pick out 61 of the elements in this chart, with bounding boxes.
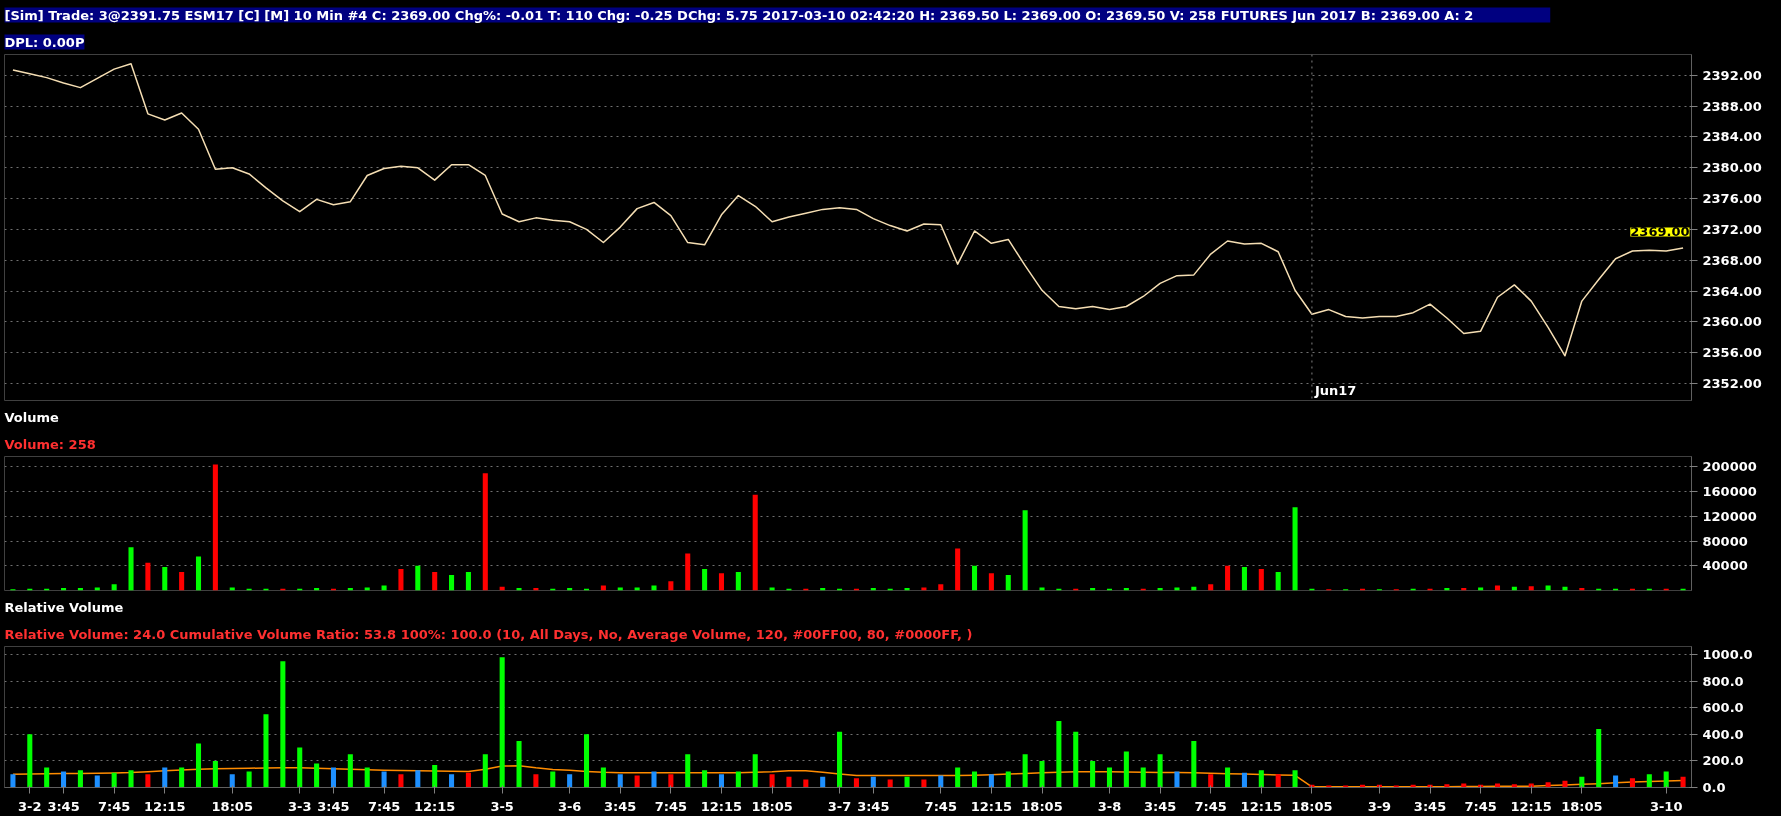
y-tick-label: 2352.00: [1702, 376, 1762, 392]
x-tick-label: 3-8: [1097, 798, 1122, 814]
x-tick-label: 18:05: [1021, 798, 1063, 814]
x-tick-label: 18:05: [751, 798, 793, 814]
x-tick-label: 7:45: [1194, 798, 1227, 814]
y-tick-label: 400.0: [1702, 726, 1744, 742]
chart-title: Relative Volume: [4, 599, 124, 615]
x-tick-label: 18:05: [211, 798, 253, 814]
chart-subtitle: Relative Volume: 24.0 Cumulative Volume Ratio: 53.8 100%: 100.0 (10, All Days, No, Average Volume, 120, #00FF00, 80, #0000FF, ): [4, 626, 973, 642]
x-tick-label: 12:15: [1240, 798, 1283, 814]
x-tick-label: 3:45: [857, 798, 890, 814]
y-tick-label: 80000: [1702, 533, 1748, 549]
annotation: Jun17: [1313, 382, 1357, 398]
x-tick-label: 3-10: [1649, 798, 1683, 814]
x-tick-label: 12:15: [1510, 798, 1552, 814]
x-tick-label: 7:45: [1464, 798, 1497, 814]
x-tick-label: 3-2: [18, 798, 42, 814]
chart-subtitle: DPL: 0.00P: [4, 34, 85, 50]
y-tick-label: 160000: [1702, 484, 1757, 500]
y-tick-label: 2380.00: [1702, 160, 1762, 176]
y-tick-label: 200000: [1702, 459, 1757, 475]
x-tick-label: 3:45: [47, 798, 80, 814]
y-tick-label: 2376.00: [1702, 191, 1762, 207]
y-tick-label: 200.0: [1702, 753, 1744, 769]
y-tick-label: 2360.00: [1702, 314, 1762, 330]
y-tick-label: 2368.00: [1702, 252, 1762, 268]
x-tick-label: 12:15: [144, 798, 186, 814]
x-tick-label: 3:45: [604, 798, 637, 814]
chart-subtitle: Volume: 258: [4, 436, 96, 452]
y-tick-label: 1000.0: [1702, 646, 1753, 662]
x-tick-label: 18:05: [1561, 798, 1603, 814]
x-tick-label: 18:05: [1291, 798, 1333, 814]
x-tick-label: 7:45: [924, 798, 957, 814]
x-tick-label: 12:15: [700, 798, 743, 814]
y-tick-label: 2392.00: [1702, 67, 1762, 83]
x-tick-label: 3-7: [827, 798, 852, 814]
y-tick-label: 2356.00: [1702, 345, 1762, 361]
y-tick-label: 2384.00: [1702, 129, 1762, 145]
x-tick-label: 3-3: [287, 798, 312, 814]
x-tick-label: 3-6: [557, 798, 582, 814]
x-tick-label: 3-5: [490, 798, 514, 814]
y-tick-label: 600.0: [1702, 700, 1744, 716]
x-tick-label: 7:45: [367, 798, 401, 814]
x-tick-label: 7:45: [97, 798, 131, 814]
y-tick-label: 2364.00: [1702, 283, 1762, 299]
y-tick-label: 800.0: [1702, 673, 1744, 689]
chart-title: [Sim] Trade: 3@2391.75 ESM17 [C] [M] 10 Min #4 C: 2369.00 Chg%: -0.01 T: 110 Chg: -0.25 DChg: 5.75 2017-03-10 02:42:20 H: 2369.50 L: 2369.00 O: 2369.50 V: 258 FUTURES Jun 2017 B: 2369.00 A: 2: [4, 7, 1474, 23]
x-tick-label: 3:45: [1413, 798, 1447, 814]
x-tick-label: 3-9: [1367, 798, 1392, 814]
annotation: 2369.00: [1630, 224, 1690, 240]
x-tick-label: 12:15: [970, 798, 1013, 814]
chart-title: Volume: [4, 409, 60, 425]
y-tick-label: 0.0: [1702, 780, 1726, 795]
x-tick-label: 3:45: [1143, 798, 1177, 814]
y-tick-label: 120000: [1702, 508, 1757, 524]
y-tick-label: 40000: [1702, 558, 1748, 574]
y-tick-label: 2372.00: [1702, 221, 1762, 237]
x-tick-label: 3:45: [317, 798, 350, 814]
y-tick-label: 2388.00: [1702, 98, 1762, 114]
x-tick-label: 12:15: [413, 798, 456, 814]
x-tick-label: 7:45: [654, 798, 688, 814]
